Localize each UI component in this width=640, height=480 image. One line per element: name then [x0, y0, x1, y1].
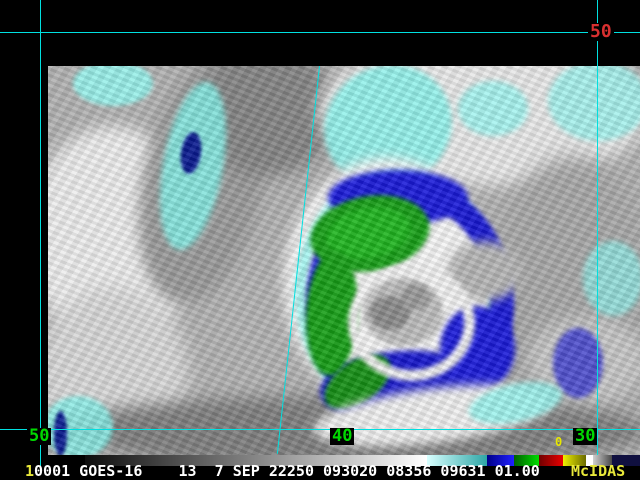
- enhancement-cyan-north: [458, 81, 528, 136]
- latitude-label-50: 50: [588, 21, 614, 42]
- status-line: 10001 GOES-16 13 7 SEP 22250 093020 0835…: [25, 464, 540, 479]
- longitude-label-50: 50: [27, 426, 52, 446]
- grid-meridian-right: [597, 0, 598, 466]
- colorbar-segment-cyan-ramp: [427, 455, 487, 466]
- colorbar-segment-grayscale-ramp: [85, 455, 427, 466]
- mcidas-brand-label: McIDAS: [571, 462, 626, 480]
- longitude-label-40: 40: [330, 426, 355, 446]
- grid-meridian-left: [40, 0, 41, 466]
- frame-number: 1: [25, 462, 35, 480]
- colorbar-segment-blue-ramp: [487, 455, 514, 466]
- colorbar-segment-white-step: [586, 455, 593, 466]
- colorbar-segment-green-ramp: [514, 455, 539, 466]
- satellite-image[interactable]: [48, 66, 640, 455]
- enhancement-cyan-topright: [548, 66, 640, 141]
- longitude-label-30: 30: [573, 426, 598, 446]
- colorbar-segment-gray-ramp-down: [593, 455, 612, 466]
- enhancement-cyan-right-mid: [583, 241, 640, 316]
- storm-eye-white-annulus: [348, 264, 475, 381]
- colorbar-segment-yellow-ramp: [563, 455, 586, 466]
- cursor-marker[interactable]: 0: [555, 435, 563, 449]
- colorbar: [85, 455, 640, 466]
- storm-eye-dark-blotch2: [400, 284, 430, 310]
- enhancement-blue-east-spots: [553, 328, 603, 398]
- enhancement-navy-bottomleft: [54, 411, 67, 455]
- grid-parallel-top: [0, 32, 640, 33]
- enhancement-cyan-topleft: [73, 66, 153, 106]
- colorbar-segment-navy-step: [612, 455, 640, 466]
- grid-parallel-bottom: [0, 429, 640, 430]
- status-text: 0001 GOES-16 13 7 SEP 22250 093020 08356…: [34, 462, 540, 480]
- colorbar-segment-red-ramp: [539, 455, 563, 466]
